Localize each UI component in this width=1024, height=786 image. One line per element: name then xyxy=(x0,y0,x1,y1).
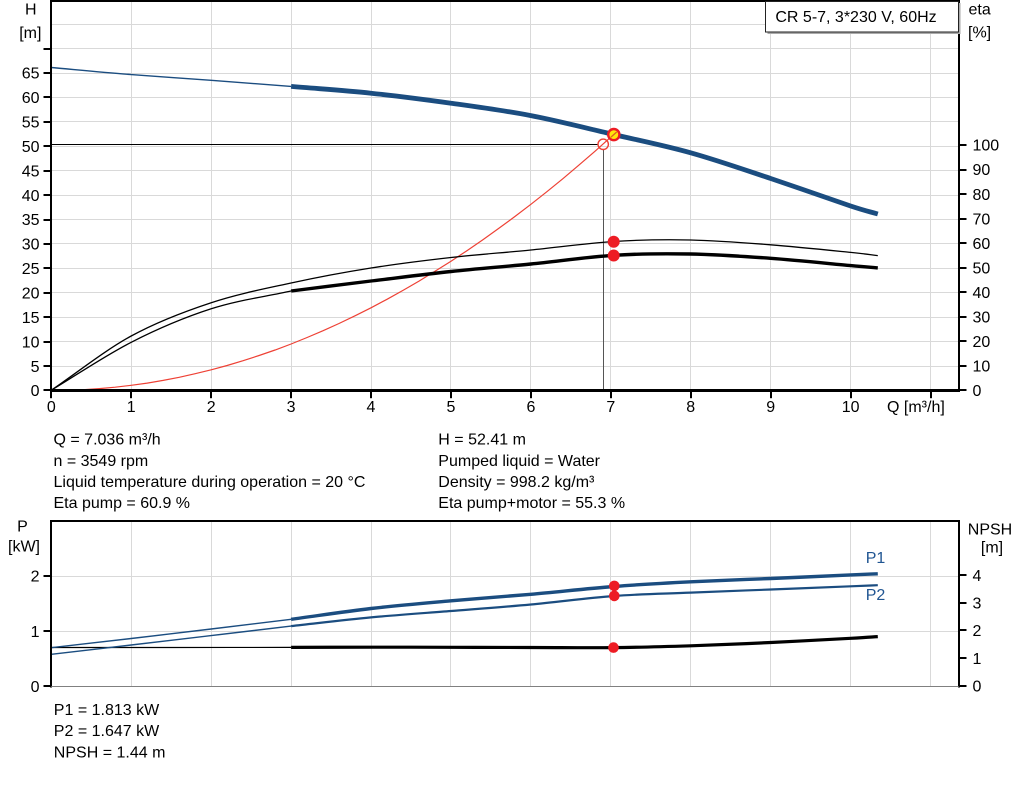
svg-text:0: 0 xyxy=(47,399,56,416)
svg-text:60: 60 xyxy=(973,236,991,253)
svg-text:Eta pump+motor = 55.3 %: Eta pump+motor = 55.3 % xyxy=(438,495,625,512)
svg-text:Liquid temperature during oper: Liquid temperature during operation = 20… xyxy=(54,474,366,491)
svg-text:70: 70 xyxy=(973,211,991,228)
svg-text:1: 1 xyxy=(31,624,40,641)
svg-text:6: 6 xyxy=(526,399,535,416)
svg-text:5: 5 xyxy=(447,399,456,416)
svg-text:20: 20 xyxy=(973,334,991,351)
svg-text:45: 45 xyxy=(22,163,40,180)
svg-text:80: 80 xyxy=(973,187,991,204)
svg-text:30: 30 xyxy=(22,237,40,254)
svg-text:15: 15 xyxy=(22,310,40,327)
svg-text:50: 50 xyxy=(973,260,991,277)
svg-text:1: 1 xyxy=(127,399,136,416)
svg-text:H = 52.41 m: H = 52.41 m xyxy=(438,432,526,449)
svg-text:25: 25 xyxy=(22,261,40,278)
svg-text:P: P xyxy=(17,519,28,536)
svg-text:Pumped liquid = Water: Pumped liquid = Water xyxy=(438,453,600,470)
svg-text:2: 2 xyxy=(207,399,216,416)
svg-text:50: 50 xyxy=(22,139,40,156)
svg-text:3: 3 xyxy=(973,596,982,613)
svg-text:0: 0 xyxy=(31,383,40,400)
svg-text:Q [m³/h]: Q [m³/h] xyxy=(887,399,945,416)
svg-text:P1 = 1.813 kW: P1 = 1.813 kW xyxy=(54,702,160,719)
svg-text:0: 0 xyxy=(973,679,982,696)
svg-text:NPSH: NPSH xyxy=(968,522,1012,539)
svg-text:eta: eta xyxy=(969,2,991,19)
svg-text:2: 2 xyxy=(31,569,40,586)
svg-text:H: H xyxy=(25,2,37,19)
svg-text:P2 = 1.647 kW: P2 = 1.647 kW xyxy=(54,723,160,740)
svg-text:8: 8 xyxy=(686,399,695,416)
svg-text:[%]: [%] xyxy=(968,25,991,42)
svg-text:20: 20 xyxy=(22,286,40,303)
svg-text:Eta pump = 60.9 %: Eta pump = 60.9 % xyxy=(54,495,191,512)
svg-text:Density = 998.2 kg/m³: Density = 998.2 kg/m³ xyxy=(438,474,595,491)
svg-text:4: 4 xyxy=(367,399,376,416)
svg-text:NPSH = 1.44 m: NPSH = 1.44 m xyxy=(54,744,166,761)
svg-text:40: 40 xyxy=(973,285,991,302)
svg-text:P1: P1 xyxy=(866,550,886,567)
svg-text:3: 3 xyxy=(287,399,296,416)
svg-text:n = 3549 rpm: n = 3549 rpm xyxy=(54,453,149,470)
svg-text:10: 10 xyxy=(22,334,40,351)
svg-text:35: 35 xyxy=(22,212,40,229)
svg-text:4: 4 xyxy=(973,568,982,585)
svg-text:40: 40 xyxy=(22,188,40,205)
svg-text:90: 90 xyxy=(973,162,991,179)
svg-text:1: 1 xyxy=(973,651,982,668)
svg-text:5: 5 xyxy=(31,359,40,376)
svg-text:100: 100 xyxy=(973,138,1000,155)
svg-text:P2: P2 xyxy=(866,587,886,604)
svg-text:30: 30 xyxy=(973,310,991,327)
svg-text:10: 10 xyxy=(973,359,991,376)
svg-text:CR 5-7, 3*230 V, 60Hz: CR 5-7, 3*230 V, 60Hz xyxy=(775,9,936,26)
svg-text:55: 55 xyxy=(22,115,40,132)
svg-text:[kW]: [kW] xyxy=(8,539,40,556)
svg-text:0: 0 xyxy=(973,383,982,400)
svg-text:9: 9 xyxy=(766,399,775,416)
svg-text:[m]: [m] xyxy=(981,540,1003,557)
svg-text:60: 60 xyxy=(22,90,40,107)
svg-text:[m]: [m] xyxy=(19,25,41,42)
svg-text:Q = 7.036 m³/h: Q = 7.036 m³/h xyxy=(54,432,161,449)
svg-text:65: 65 xyxy=(22,66,40,83)
svg-text:2: 2 xyxy=(973,623,982,640)
svg-text:0: 0 xyxy=(31,679,40,696)
svg-text:7: 7 xyxy=(606,399,615,416)
svg-text:10: 10 xyxy=(842,399,860,416)
